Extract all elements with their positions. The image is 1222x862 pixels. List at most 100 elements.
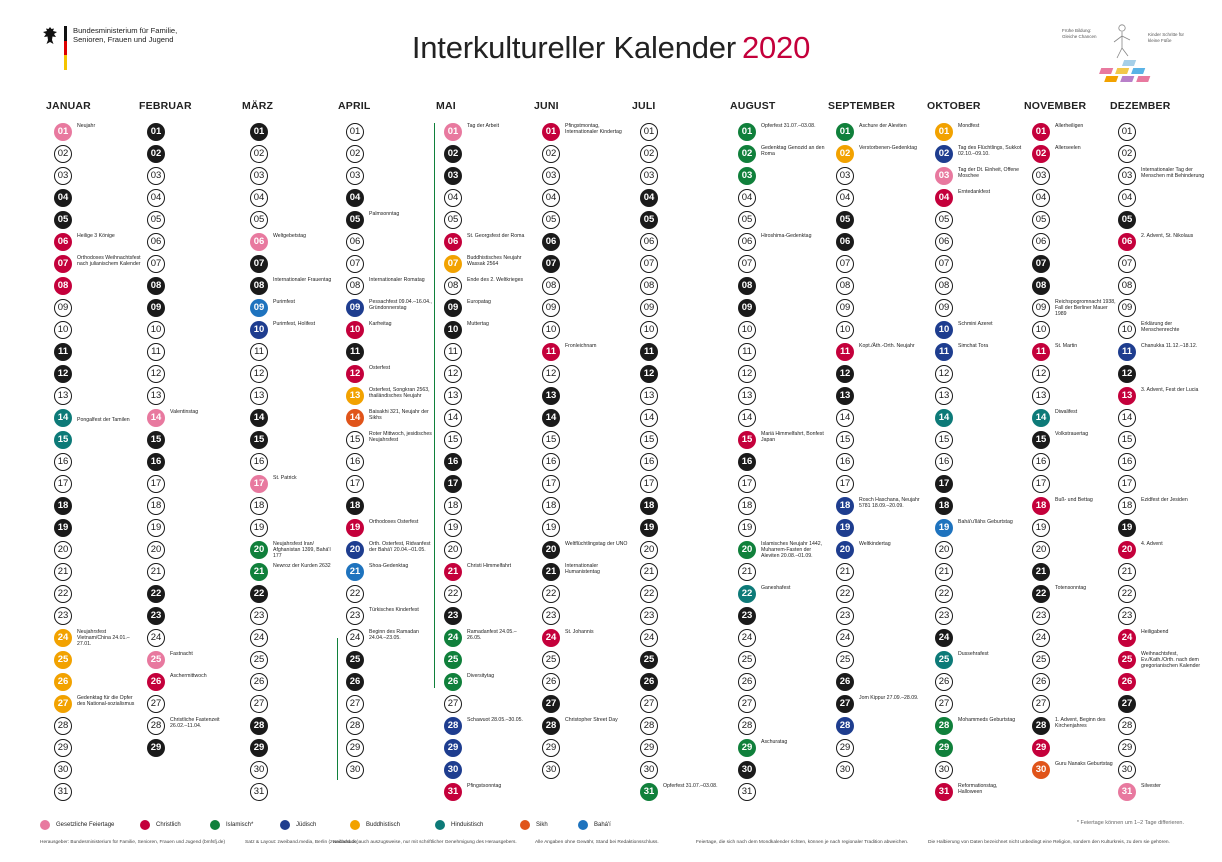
day-row: 08 Ende des 2. Weltkrieges (434, 277, 531, 299)
day-number: 25 (346, 651, 364, 669)
day-row: 02 Gedenktag Genozid an den Roma (728, 145, 825, 167)
day-row: 21 Internationaler Humanistentag (532, 563, 629, 585)
day-row: 30 (630, 761, 727, 783)
day-number: 02 (836, 145, 854, 163)
day-number: 01 (54, 123, 72, 141)
day-row: 14 (826, 409, 923, 431)
day-number: 17 (54, 475, 72, 493)
day-number: 10 (346, 321, 364, 339)
day-number: 05 (147, 211, 165, 229)
day-number: 31 (935, 783, 953, 801)
event-label: Fronleichnam (565, 343, 597, 349)
day-row: 01 Pfingstmontag, Internationaler Kindert… (532, 123, 629, 145)
day-number: 19 (836, 519, 854, 537)
day-number: 18 (1118, 497, 1136, 515)
day-row: 16 (1108, 453, 1205, 475)
day-row: 18 (434, 497, 531, 519)
day-row: 04 (434, 189, 531, 211)
day-number: 07 (250, 255, 268, 273)
day-row: 29 (336, 739, 433, 761)
day-row: 11 Kopt./Äth.-Orth. Neujahr (826, 343, 923, 365)
day-row: 24 Heiligabend (1108, 629, 1205, 651)
day-row: 17 (137, 475, 234, 497)
day-row: 28 (826, 717, 923, 739)
day-row: 26 (1108, 673, 1205, 695)
day-number: 09 (1118, 299, 1136, 317)
day-row: 13 (44, 387, 141, 409)
day-number: 14 (346, 409, 364, 427)
day-number: 12 (147, 365, 165, 383)
day-number: 26 (1032, 673, 1050, 691)
day-number: 29 (346, 739, 364, 757)
day-number: 01 (147, 123, 165, 141)
day-number: 21 (1118, 563, 1136, 581)
day-number: 15 (935, 431, 953, 449)
day-row: 07 (1108, 255, 1205, 277)
day-number: 22 (147, 585, 165, 603)
event-label: Europatag (467, 299, 491, 305)
day-row: 01 Tag der Arbeit (434, 123, 531, 145)
day-row: 12 (728, 365, 825, 387)
day-number: 10 (640, 321, 658, 339)
month-column: MAI 01 Tag der Arbeit 02 03 04 05 06 St. Georgsf… (434, 100, 531, 801)
day-row: 29 (630, 739, 727, 761)
day-row: 05 (434, 211, 531, 233)
day-row: 27 (240, 695, 337, 717)
day-row: 25 (240, 651, 337, 673)
event-label: Aschure der Aleviten (859, 123, 907, 129)
day-number: 27 (54, 695, 72, 713)
day-row: 29 (925, 739, 1022, 761)
day-row: 24 (240, 629, 337, 651)
day-row: 25 (728, 651, 825, 673)
day-number: 13 (738, 387, 756, 405)
day-row: 17 (336, 475, 433, 497)
day-row: 15 (137, 431, 234, 453)
month-name: SEPTEMBER (828, 100, 896, 112)
day-row: 28 Schawuot 28.05.–30.05. (434, 717, 531, 739)
day-number: 04 (935, 189, 953, 207)
day-number: 01 (836, 123, 854, 141)
event-label: Diwalifest (1055, 409, 1078, 415)
day-number: 31 (640, 783, 658, 801)
day-number: 01 (1118, 123, 1136, 141)
day-row: 13 3. Advent, Fest der Lucia (1108, 387, 1205, 409)
month-name: APRIL (338, 100, 371, 112)
day-row: 02 (44, 145, 141, 167)
day-row: 10 Karfreitag (336, 321, 433, 343)
day-number: 04 (738, 189, 756, 207)
day-number: 01 (444, 123, 462, 141)
footer-text: Feiertage, die sich nach dem Mondkalende… (696, 840, 909, 845)
event-label: Schawuot 28.05.–30.05. (467, 717, 523, 723)
day-row: 24 (137, 629, 234, 651)
day-number: 29 (1032, 739, 1050, 757)
day-number: 06 (250, 233, 268, 251)
day-row: 26 (44, 673, 141, 695)
day-row: 25 Fastnacht (137, 651, 234, 673)
day-number: 11 (250, 343, 268, 361)
day-number: 27 (147, 695, 165, 713)
day-number: 06 (836, 233, 854, 251)
day-row: 03 (44, 167, 141, 189)
day-row: 29 (44, 739, 141, 761)
day-row: 13 (630, 387, 727, 409)
day-number: 29 (640, 739, 658, 757)
event-label: Reformationstag, Halloween (958, 783, 998, 796)
day-number: 29 (147, 739, 165, 757)
day-number: 08 (542, 277, 560, 295)
day-row: 14 (630, 409, 727, 431)
day-number: 30 (836, 761, 854, 779)
day-row: 13 (434, 387, 531, 409)
day-row: 14 (532, 409, 629, 431)
day-row: 27 (336, 695, 433, 717)
day-number: 30 (54, 761, 72, 779)
day-number: 04 (346, 189, 364, 207)
day-number: 13 (935, 387, 953, 405)
day-number: 20 (346, 541, 364, 559)
day-number: 31 (738, 783, 756, 801)
day-number: 15 (1118, 431, 1136, 449)
legend-item: Sikh (520, 820, 548, 830)
day-number: 08 (444, 277, 462, 295)
day-number: 14 (935, 409, 953, 427)
day-number: 10 (1032, 321, 1050, 339)
day-row: 12 (1022, 365, 1119, 387)
